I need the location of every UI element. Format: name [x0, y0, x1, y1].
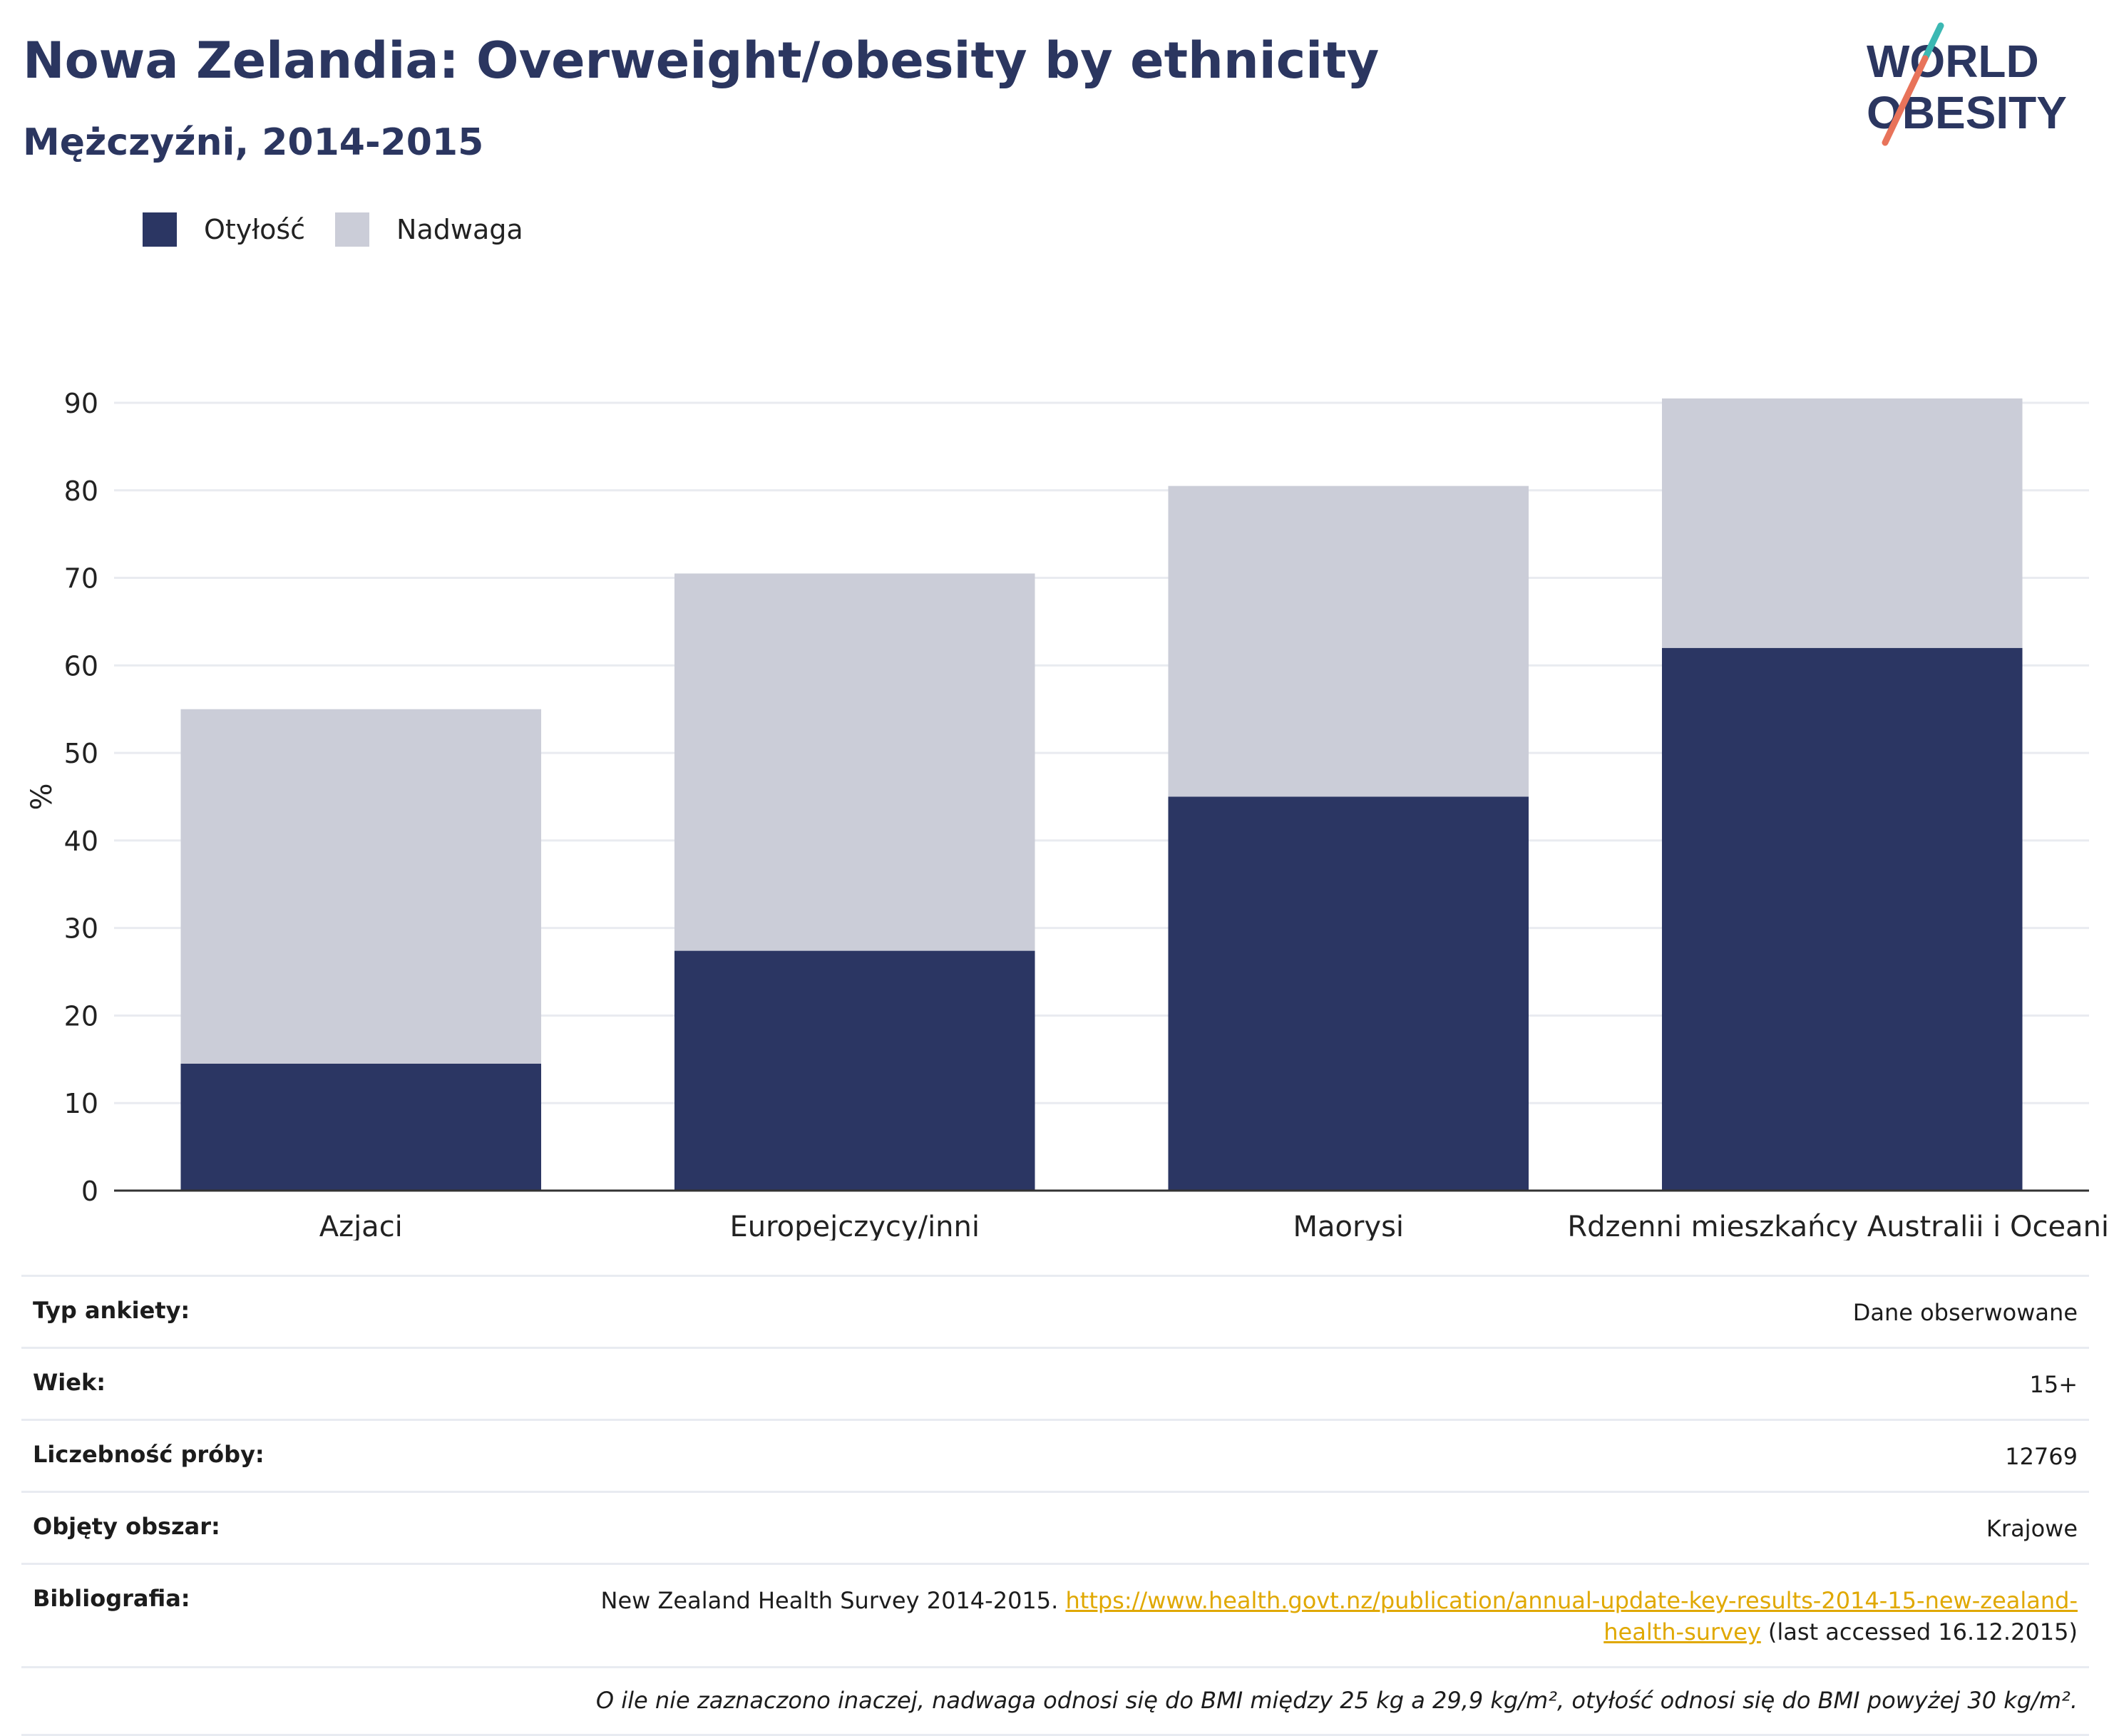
y-tick-label: 20: [64, 1000, 98, 1032]
logo-slash-teal: [1921, 22, 1944, 62]
bar-obesity[interactable]: [180, 1063, 542, 1191]
meta-label-sample-size: Liczebność próby:: [33, 1441, 265, 1468]
meta-label-area: Objęty obszar:: [33, 1513, 220, 1540]
y-axis-label: %: [26, 783, 58, 810]
x-tick-label: Europejczycy/inni: [729, 1211, 980, 1241]
y-axis-ticks: 0 10 20 30 40 50 60 70 80 90: [64, 388, 98, 1207]
y-tick-label: 80: [64, 476, 98, 507]
bibliography-text: New Zealand Health Survey 2014-2015.: [600, 1587, 1066, 1614]
meta-value-age: 15+: [2029, 1371, 2078, 1398]
meta-value-bibliography: New Zealand Health Survey 2014-2015. htt…: [538, 1585, 2078, 1648]
meta-row-bibliography: Bibliografia: New Zealand Health Survey …: [21, 1563, 2089, 1666]
bibliography-accessed: (last accessed 16.12.2015): [1760, 1618, 2078, 1645]
meta-label-age: Wiek:: [33, 1369, 106, 1396]
stacked-bar-chart: 0 10 20 30 40 50 60 70 80 90 Azjaci Europejczycy/i…: [26, 388, 2109, 1241]
y-tick-label: 0: [81, 1176, 98, 1207]
bibliography-link[interactable]: https://www.health.govt.nz/publication/a…: [1065, 1587, 2078, 1645]
meta-label-survey-type: Typ ankiety:: [33, 1297, 190, 1324]
x-tick-label: Azjaci: [319, 1211, 403, 1241]
bar-obesity[interactable]: [1661, 647, 2023, 1191]
legend-swatch-obesity: [143, 212, 177, 247]
y-tick-label: 60: [64, 650, 98, 682]
legend-label-obesity: Otyłość: [204, 214, 306, 245]
legend-item-overweight[interactable]: Nadwaga: [335, 212, 523, 247]
world-obesity-logo: WORLD OBESITY: [1867, 22, 2067, 146]
chart-title: Nowa Zelandia: Overweight/obesity by eth…: [23, 31, 1380, 90]
definitions-note: O ile nie zaznaczono inaczej, nadwaga od…: [21, 1666, 2089, 1736]
y-tick-label: 30: [64, 913, 98, 945]
bar-overweight[interactable]: [674, 573, 1035, 951]
bar-overweight[interactable]: [1168, 486, 1529, 797]
metadata-table: Typ ankiety: Dane obserwowane Wiek: 15+ …: [21, 1275, 2089, 1736]
meta-value-area: Krajowe: [1986, 1515, 2078, 1542]
y-tick-label: 50: [64, 738, 98, 769]
bar-overweight[interactable]: [180, 709, 542, 1064]
meta-row-age: Wiek: 15+: [21, 1347, 2089, 1419]
meta-value-sample-size: 12769: [2005, 1443, 2078, 1470]
y-tick-label: 40: [64, 826, 98, 857]
x-axis-labels: Azjaci Europejczycy/inni Maorysi Rdzenni mi…: [319, 1211, 2109, 1241]
meta-value-survey-type: Dane obserwowane: [1852, 1299, 2078, 1326]
logo-text-world: WORLD: [1867, 36, 2039, 87]
meta-row-area: Objęty obszar: Krajowe: [21, 1491, 2089, 1563]
bar-obesity[interactable]: [1168, 796, 1529, 1191]
meta-label-bibliography: Bibliografia:: [33, 1585, 190, 1612]
x-tick-label: Rdzenni mieszkańcy Australii i Oceanii: [1567, 1211, 2109, 1241]
bar-overweight[interactable]: [1661, 398, 2023, 648]
bar-obesity[interactable]: [674, 950, 1035, 1191]
x-tick-label: Maorysi: [1293, 1211, 1404, 1241]
meta-row-sample-size: Liczebność próby: 12769: [21, 1419, 2089, 1491]
meta-row-survey-type: Typ ankiety: Dane obserwowane: [21, 1275, 2089, 1347]
legend-label-overweight: Nadwaga: [396, 214, 523, 245]
chart-subtitle: Mężczyźni, 2014-2015: [23, 121, 484, 164]
logo-slash-coral: [1882, 55, 1929, 146]
legend-item-obesity[interactable]: Otyłość: [143, 212, 305, 247]
chart-legend: Otyłość Nadwaga: [143, 212, 553, 247]
bars: [180, 398, 2023, 1191]
y-tick-label: 70: [64, 563, 98, 595]
legend-swatch-overweight: [335, 212, 370, 247]
y-tick-label: 10: [64, 1088, 98, 1119]
y-tick-label: 90: [64, 388, 98, 419]
